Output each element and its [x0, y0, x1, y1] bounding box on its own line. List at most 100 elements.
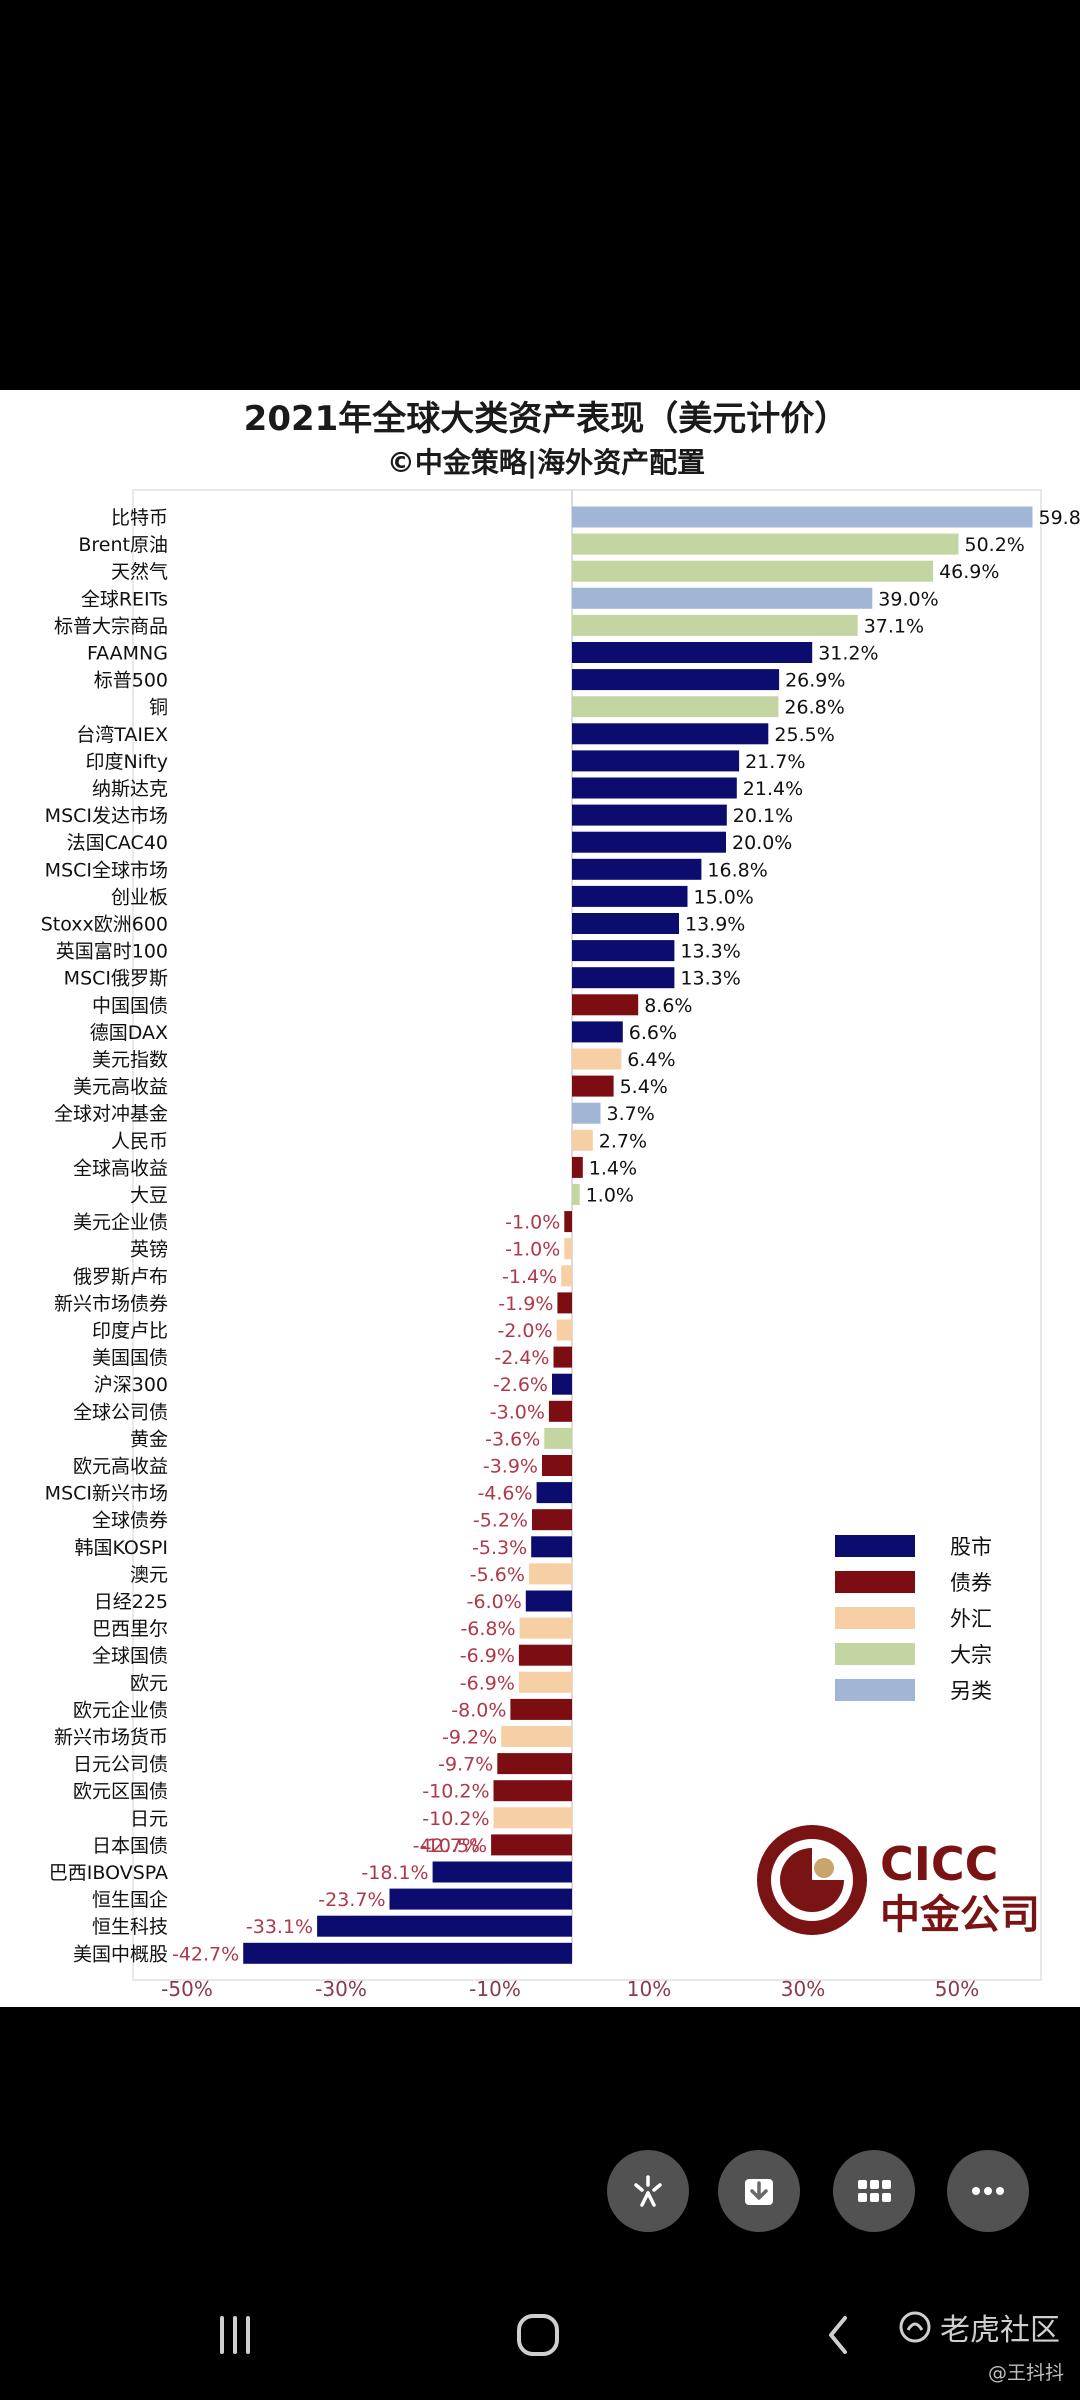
cicc-logo-mark	[757, 1825, 867, 1935]
category-label: 美国中概股	[73, 1943, 168, 1965]
category-label: 印度卢比	[92, 1320, 168, 1342]
cicc-logo-inner	[780, 1848, 844, 1912]
chart-title: 2021年全球大类资产表现（美元计价）	[244, 399, 849, 439]
bar-3	[572, 560, 934, 582]
recents-button[interactable]	[205, 2310, 265, 2360]
data-label: 1.4%	[589, 1157, 637, 1179]
data-label: 13.3%	[680, 968, 740, 990]
data-label: -6.8%	[460, 1618, 515, 1640]
bar-24	[572, 1129, 593, 1151]
category-label: 欧元	[130, 1672, 168, 1694]
x-tick-label: -30%	[315, 1977, 367, 2001]
bar-18	[572, 967, 675, 989]
bar-9	[572, 723, 769, 745]
system-nav-bar	[0, 2280, 1080, 2390]
data-label: -8.0%	[451, 1699, 506, 1721]
category-label: 日经225	[94, 1591, 168, 1613]
category-label: MSCI新兴市场	[45, 1483, 168, 1505]
category-label: 巴西里尔	[92, 1618, 168, 1640]
bar-2	[572, 533, 959, 555]
category-label: 台湾TAIEX	[76, 724, 168, 746]
bar-31	[556, 1319, 572, 1341]
grid-button[interactable]	[833, 2150, 915, 2232]
data-label: 20.0%	[732, 832, 792, 854]
category-label: 美国国债	[92, 1347, 168, 1369]
category-label: 创业板	[111, 886, 168, 908]
bar-44	[518, 1671, 572, 1693]
back-button[interactable]	[818, 2310, 858, 2360]
data-label: -3.9%	[483, 1456, 538, 1478]
category-label: 欧元高收益	[73, 1456, 168, 1478]
data-label: -1.0%	[505, 1239, 560, 1261]
category-label: Brent原油	[78, 534, 168, 556]
bar-28	[564, 1238, 572, 1260]
bar-26	[572, 1184, 580, 1205]
bar-45	[510, 1698, 572, 1720]
cicc-logo-zh: 中金公司	[880, 1892, 1040, 1938]
watermark-app-name: 老虎社区	[940, 2313, 1060, 2348]
data-label: 8.6%	[644, 995, 692, 1017]
category-label: 全球公司债	[73, 1401, 168, 1423]
category-label: 全球高收益	[73, 1157, 168, 1179]
data-label: -3.0%	[490, 1401, 545, 1423]
bar-41	[525, 1590, 572, 1612]
category-label: 全球REITs	[81, 588, 168, 610]
category-label: 欧元区国债	[73, 1781, 168, 1803]
bar-48	[493, 1780, 572, 1802]
legend-label: 另类	[950, 1679, 992, 1703]
legend-label: 大宗	[950, 1643, 992, 1667]
data-label: 2.7%	[599, 1130, 647, 1152]
bar-4	[572, 587, 873, 609]
bar-50	[491, 1834, 572, 1856]
bar-32	[553, 1346, 572, 1368]
bar-52	[389, 1888, 572, 1910]
category-label: 人民币	[111, 1130, 168, 1152]
download-button[interactable]	[718, 2150, 800, 2232]
data-label: -5.6%	[470, 1564, 525, 1586]
bar-20	[572, 1021, 623, 1043]
category-label: 大豆	[130, 1185, 168, 1207]
category-label: 德国DAX	[90, 1022, 168, 1044]
category-label: 英镑	[130, 1239, 168, 1261]
bar-17	[572, 940, 675, 962]
bar-25	[572, 1156, 583, 1178]
category-label: 全球债券	[92, 1510, 168, 1532]
legend-swatch	[835, 1643, 915, 1665]
data-label: -23.7%	[318, 1889, 385, 1911]
watermark: 老虎社区	[898, 2305, 1060, 2349]
bar-8	[572, 696, 779, 718]
grid-icon	[858, 2180, 891, 2202]
bar-1	[572, 506, 1033, 528]
data-label: -1.9%	[498, 1293, 553, 1315]
bar-49	[493, 1807, 572, 1829]
data-label: -33.1%	[246, 1916, 313, 1938]
data-label: 59.8%	[1039, 507, 1080, 529]
legend-swatch	[835, 1607, 915, 1629]
bar-42	[519, 1617, 572, 1639]
x-tick-label: 30%	[781, 1977, 825, 2001]
data-label: 3.7%	[607, 1103, 655, 1125]
legend-swatch	[835, 1571, 915, 1593]
bar-13	[572, 831, 726, 853]
x-tick-label: 10%	[627, 1977, 671, 2001]
category-label: 日元	[130, 1808, 168, 1830]
data-label: 6.6%	[629, 1022, 677, 1044]
more-icon	[972, 2187, 1004, 2195]
bar-40	[528, 1563, 572, 1585]
category-label: 恒生科技	[92, 1916, 168, 1938]
bar-5	[572, 614, 858, 636]
category-label: 新兴市场货币	[54, 1727, 168, 1749]
data-label: 39.0%	[878, 588, 938, 610]
bar-11	[572, 777, 737, 799]
dice-button[interactable]	[607, 2150, 689, 2232]
more-button[interactable]	[947, 2150, 1029, 2232]
home-button[interactable]	[508, 2310, 568, 2360]
data-label: -6.0%	[467, 1591, 522, 1613]
data-label: 13.3%	[680, 941, 740, 963]
category-label: 全球国债	[92, 1645, 168, 1667]
data-label: -18.1%	[361, 1862, 428, 1884]
category-label: MSCI俄罗斯	[64, 968, 168, 990]
category-label: 纳斯达克	[92, 778, 168, 800]
data-label: 25.5%	[774, 724, 834, 746]
category-label: 日本国债	[92, 1835, 168, 1857]
